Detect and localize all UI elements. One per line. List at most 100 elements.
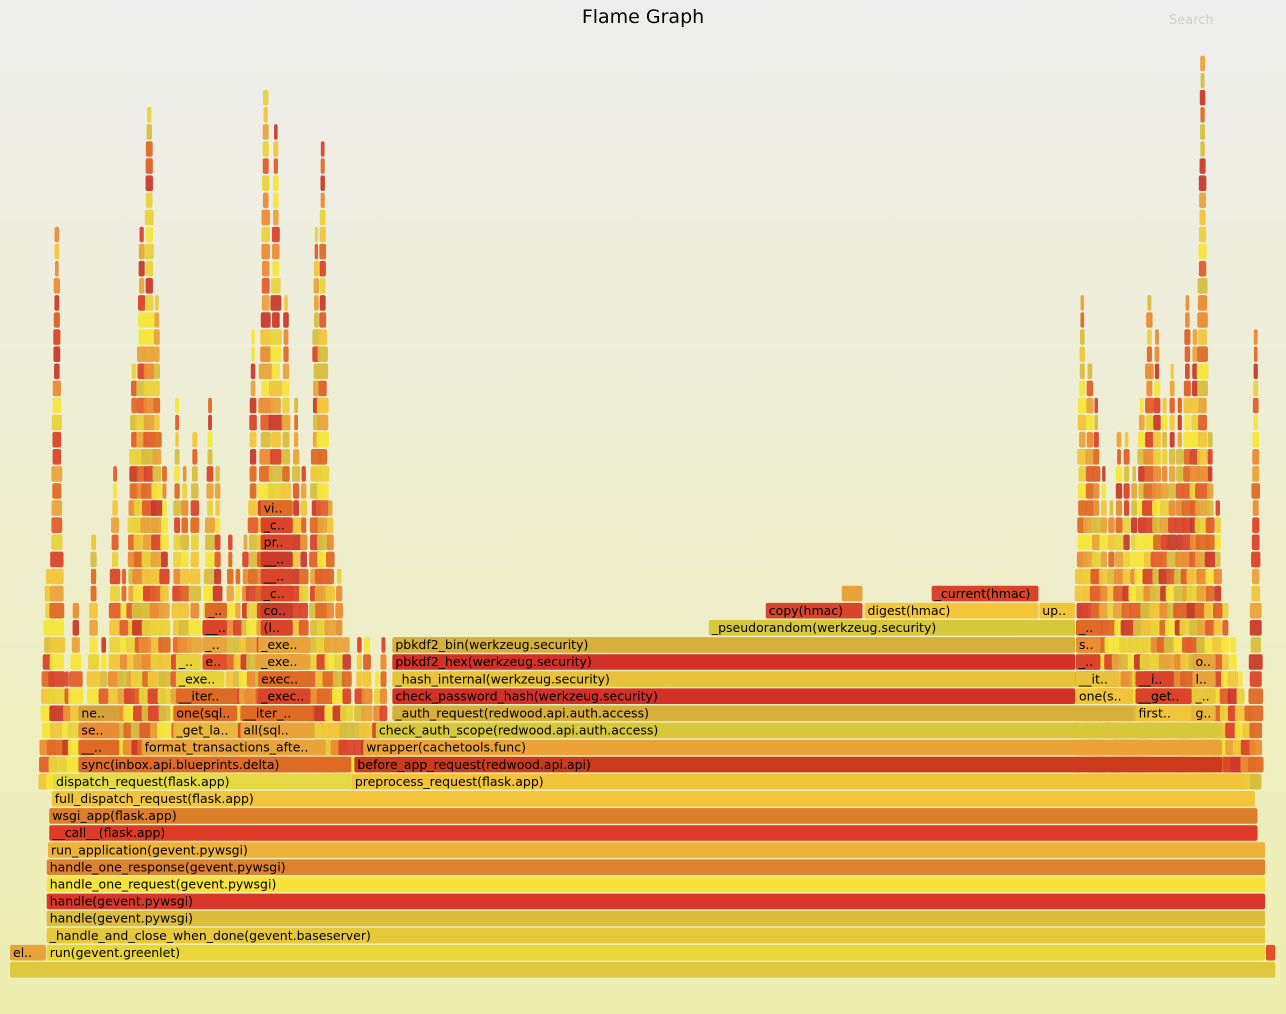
frame[interactable] [325,551,335,568]
frame[interactable] [251,346,255,362]
frame[interactable]: copy(hmac) copy(hmac) [765,602,863,619]
frame[interactable] [174,466,180,482]
frame-rect[interactable] [260,568,293,585]
frame[interactable] [1092,466,1101,482]
frame[interactable] [1139,397,1144,414]
frame[interactable] [72,620,80,636]
frame[interactable] [1153,466,1161,482]
frame[interactable] [1192,380,1198,397]
frame[interactable] [138,329,145,345]
frame[interactable] [52,483,62,499]
search-button[interactable]: Search [1169,13,1214,28]
frame-rect[interactable] [392,705,1134,722]
frame-rect[interactable] [258,688,311,704]
frame[interactable] [54,226,60,243]
frame-rect[interactable] [1075,637,1101,653]
frame[interactable] [159,568,170,585]
frame[interactable] [1191,414,1199,431]
frame[interactable] [273,175,279,191]
frame[interactable] [294,414,299,431]
frame[interactable] [10,962,1276,978]
frame[interactable] [1153,397,1161,414]
frame[interactable] [1249,671,1262,687]
frame[interactable] [153,397,161,414]
frame[interactable] [1159,517,1170,533]
frame[interactable] [1175,551,1185,568]
frame[interactable]: vi..vi.. [260,500,293,516]
frame[interactable] [249,466,257,482]
frame[interactable] [356,654,363,670]
frame[interactable] [1214,517,1221,533]
frame[interactable] [1091,551,1101,568]
frame[interactable] [1091,517,1102,533]
frame-rect[interactable] [78,722,120,739]
frame[interactable] [259,449,273,465]
frame-rect[interactable] [351,773,1245,790]
frame-rect[interactable] [258,654,311,670]
frame[interactable] [1190,397,1200,414]
frame[interactable] [47,739,67,756]
frame[interactable]: one(sql.. one(sql.. [173,705,238,722]
frame[interactable] [1153,449,1161,465]
frame[interactable] [381,637,386,653]
frame[interactable] [1161,414,1168,431]
frame[interactable] [262,175,270,191]
frame[interactable]: handle_one_request(gevent.pywsgi)handle_… [46,876,1266,893]
frame[interactable] [191,466,198,482]
frame[interactable] [1199,89,1206,106]
frame[interactable] [1213,568,1222,585]
frame[interactable] [131,431,138,448]
frame[interactable] [214,534,221,551]
frame[interactable] [145,141,153,157]
frame[interactable] [320,192,325,209]
frame[interactable]: full_dispatch_request(flask.app)full_dis… [51,791,1255,807]
frame[interactable] [1086,380,1094,397]
frame-rect[interactable] [1135,671,1174,687]
frame-rect[interactable] [202,654,227,670]
frame[interactable] [1184,329,1191,345]
frame[interactable]: _c.._c.. [260,517,293,533]
frame[interactable] [207,431,213,448]
frame[interactable] [51,517,63,533]
frame[interactable] [111,534,119,551]
frame[interactable] [208,414,212,431]
frame[interactable] [319,278,326,294]
frame[interactable]: (l.. (l.. [260,620,293,636]
frame[interactable] [283,346,289,362]
frame[interactable] [1249,620,1262,636]
frame[interactable]: run_application(gevent.pywsgi)run_applic… [47,842,1266,858]
frame[interactable]: __iter..__iter.. [175,688,238,704]
frame[interactable] [1253,363,1258,380]
frame[interactable] [138,312,146,328]
frame-rect[interactable] [49,825,1258,841]
frame[interactable] [235,602,241,619]
frame[interactable] [313,260,319,277]
frame[interactable] [1152,517,1162,533]
frame[interactable] [180,568,190,585]
frame[interactable] [249,414,257,431]
frame[interactable] [300,500,308,516]
frame[interactable] [1183,397,1192,414]
frame[interactable] [1077,414,1087,431]
frame[interactable] [1169,466,1176,482]
frame[interactable] [273,141,279,157]
frame[interactable] [1198,397,1207,414]
frame-rect[interactable] [51,791,1255,807]
frame[interactable] [1146,380,1153,397]
frame[interactable] [129,483,139,499]
frame[interactable] [180,602,190,619]
frame[interactable] [1200,72,1205,89]
frame[interactable] [1085,500,1095,516]
frame[interactable] [1252,397,1259,414]
frame[interactable] [154,312,160,328]
frame[interactable] [192,449,198,465]
frame[interactable] [173,551,182,568]
frame[interactable] [1205,620,1216,636]
frame[interactable] [1168,483,1177,499]
frame[interactable] [226,585,234,602]
frame[interactable] [1094,414,1099,431]
frame[interactable] [223,654,237,670]
frame[interactable] [112,500,118,516]
frame[interactable] [173,534,181,551]
frame[interactable] [227,568,234,585]
